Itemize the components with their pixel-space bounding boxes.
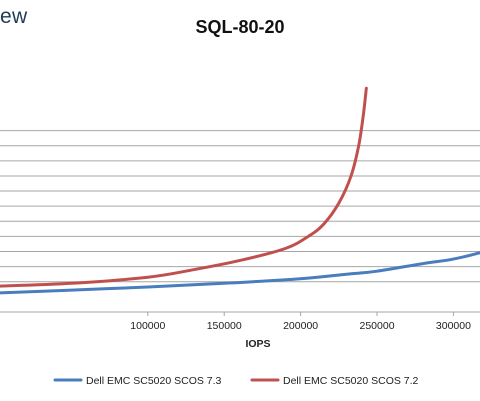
legend-label-1: Dell EMC SC5020 SCOS 7.3: [86, 375, 222, 387]
x-axis-title: IOPS: [245, 338, 270, 350]
legend-label-2: Dell EMC SC5020 SCOS 7.2: [283, 375, 419, 387]
x-tick-label: 300000: [436, 320, 471, 332]
series-line-1: [0, 251, 480, 295]
x-tick-label: 100000: [130, 320, 165, 332]
brand-text: ew: [0, 5, 28, 28]
x-tick-label: 250000: [360, 320, 395, 332]
chart-title: SQL-80-20: [195, 17, 284, 37]
x-tick-label: 150000: [207, 320, 242, 332]
x-tick-label: 200000: [283, 320, 318, 332]
series-line-2: [0, 86, 368, 288]
